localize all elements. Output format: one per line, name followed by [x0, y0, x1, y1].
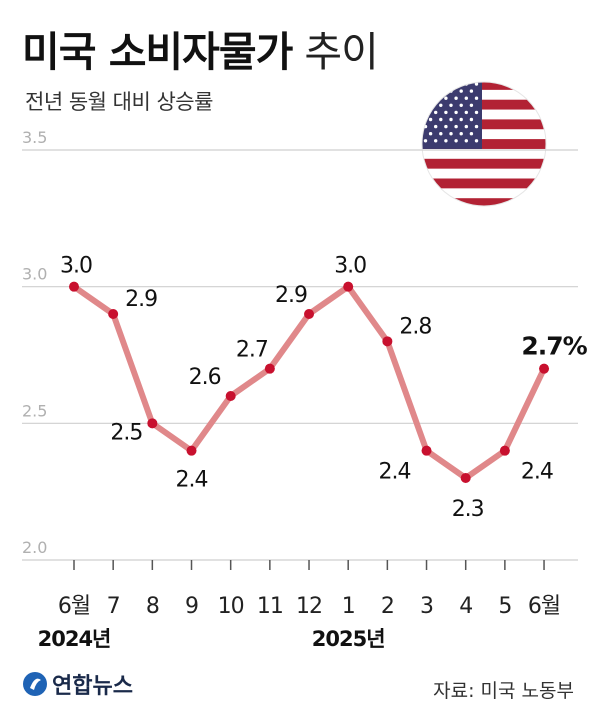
data-point [186, 445, 197, 456]
flag-star [444, 110, 448, 115]
flag-star [434, 124, 438, 129]
flag-star [434, 110, 438, 115]
y-tick-label: 2.0 [22, 538, 47, 557]
chart-subtitle: 전년 동월 대비 상승률 [25, 90, 213, 114]
flag-star [434, 139, 438, 143]
y-tick-label: 2.5 [22, 401, 47, 420]
flag-star [459, 132, 463, 136]
value-label: 2.6 [189, 365, 221, 390]
flag-star [439, 103, 443, 107]
flag-star [454, 110, 458, 115]
value-label: 3.0 [60, 254, 92, 279]
flag-star [469, 117, 474, 122]
flag-star [474, 82, 479, 86]
source-note: 자료: 미국 노동부 [433, 680, 574, 702]
flag-star [459, 117, 463, 122]
flag-star [454, 124, 458, 129]
value-label: 2.9 [275, 283, 307, 308]
data-point [382, 336, 393, 347]
value-label: 2.9 [125, 287, 157, 312]
x-tick-label: 10 [218, 594, 244, 619]
flag-star [449, 103, 453, 107]
x-tick-label: 6월 [528, 594, 560, 619]
data-point [539, 363, 550, 374]
chart-title: 미국 소비자물가 추이 [22, 18, 379, 78]
x-tick-label: 8 [146, 594, 159, 619]
y-tick-label: 3.0 [22, 265, 47, 284]
flag-star [464, 139, 468, 143]
flag-star [469, 103, 474, 107]
flag-star [428, 132, 433, 136]
flag-star [459, 89, 463, 93]
data-point [147, 418, 158, 429]
flag-star [454, 139, 458, 143]
us-flag-icon [421, 81, 547, 207]
flag-star [454, 96, 458, 100]
flag-star [439, 117, 443, 122]
flag-star [474, 96, 479, 100]
data-point [421, 445, 432, 456]
flag-star [474, 139, 479, 143]
flag-star [464, 110, 468, 115]
x-tick-label: 6월 [58, 594, 90, 619]
flag-star [444, 124, 448, 129]
x-tick-label: 2 [381, 594, 394, 619]
flag-star [423, 139, 428, 143]
flag-star [459, 103, 463, 107]
flag-star [444, 96, 448, 100]
data-point [225, 391, 236, 401]
value-label: 2.4 [521, 460, 553, 485]
flag-star [469, 132, 474, 136]
flag-star [449, 132, 453, 136]
flag-star [464, 96, 468, 100]
data-point [264, 363, 275, 374]
value-label: 2.8 [399, 314, 431, 339]
x-tick-label: 11 [257, 594, 283, 619]
y-tick-label: 3.5 [22, 128, 47, 147]
x-tick-label: 3 [420, 594, 433, 619]
flag-star [469, 89, 474, 93]
data-point [69, 281, 79, 292]
x-tick-label: 1 [342, 594, 355, 619]
x-tick-label: 7 [107, 594, 120, 619]
flag-star [428, 117, 433, 122]
value-label-latest: 2.7% [521, 332, 587, 361]
year-label: 2024년 [38, 627, 111, 651]
yonhap-logo-icon [23, 672, 47, 696]
x-tick-label: 12 [296, 594, 322, 619]
data-point [343, 281, 354, 292]
value-label: 2.5 [110, 420, 142, 445]
title-main: 미국 소비자물가 [22, 28, 293, 76]
title-suffix: 추이 [292, 28, 378, 76]
data-point [108, 309, 119, 319]
data-point [499, 445, 510, 456]
value-label: 3.0 [334, 254, 366, 279]
year-label: 2025년 [312, 627, 385, 651]
flag-star [449, 117, 453, 122]
value-label: 2.3 [452, 497, 484, 522]
flag-star [474, 110, 479, 115]
data-point [460, 473, 471, 483]
value-label: 2.4 [379, 460, 411, 485]
yonhap-logo: 연합뉴스 [22, 668, 133, 700]
flag-star [444, 139, 448, 143]
flag-star [474, 124, 479, 129]
flag-star [464, 124, 468, 129]
x-tick-label: 9 [185, 594, 198, 619]
x-tick-label: 4 [459, 594, 472, 619]
flag-star [439, 132, 443, 136]
logo-text: 연합뉴스 [52, 674, 133, 699]
data-point [304, 309, 315, 319]
value-label: 2.4 [176, 468, 208, 493]
x-tick-label: 5 [498, 594, 511, 619]
value-label: 2.7 [236, 338, 268, 363]
